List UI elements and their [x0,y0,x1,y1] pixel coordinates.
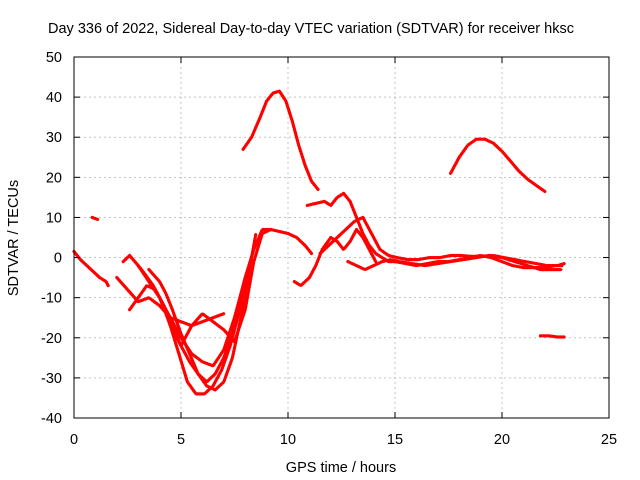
grid-layer [74,57,609,418]
y-tick-label: 50 [46,50,62,66]
series-arc-14-line [449,138,546,193]
series-arc-15-line [539,335,565,338]
plot-frame [73,56,610,419]
y-tick-label: 30 [46,130,62,146]
y-tick-label: 40 [46,90,62,106]
tick-layer: -40 -30 -20 -10 0 10 20 30 40 50 0 5 10 15 20 25 [41,50,617,448]
x-axis-label: GPS time / hours [286,460,396,476]
series-arc-12-markers [318,215,566,268]
series-arc-6-line [137,264,246,395]
series-arc-2-line [91,216,99,221]
y-tick-label: -30 [41,371,62,387]
y-tick-label: -40 [41,411,62,427]
series-layer [72,89,566,396]
y-tick-label: 0 [54,251,62,267]
y-tick-label: 10 [46,210,62,226]
series-arc-9-markers [241,89,320,191]
y-tick-label: 20 [46,170,62,186]
series-arc-10-line [293,228,377,287]
x-tick-label: 25 [601,432,617,448]
series-arc-13-line [347,254,563,271]
y-tick-label: -10 [41,291,62,307]
x-tick-label: 15 [387,432,403,448]
y-axis-label: SDTVAR / TECUs [6,180,22,296]
series-arc-1-line [73,250,109,287]
series-arc-9-line [242,90,319,191]
x-tick-label: 5 [177,432,185,448]
series-arc-8-line [158,228,272,347]
chart-title: Day 336 of 2022, Sidereal Day-to-day VTE… [48,21,574,37]
x-tick-label: 10 [280,432,296,448]
x-tick-label: 0 [70,432,78,448]
x-tick-label: 20 [494,432,510,448]
series-arc-12-line [319,216,565,267]
y-tick-label: -20 [41,331,62,347]
series-arc-7-line [148,268,242,383]
